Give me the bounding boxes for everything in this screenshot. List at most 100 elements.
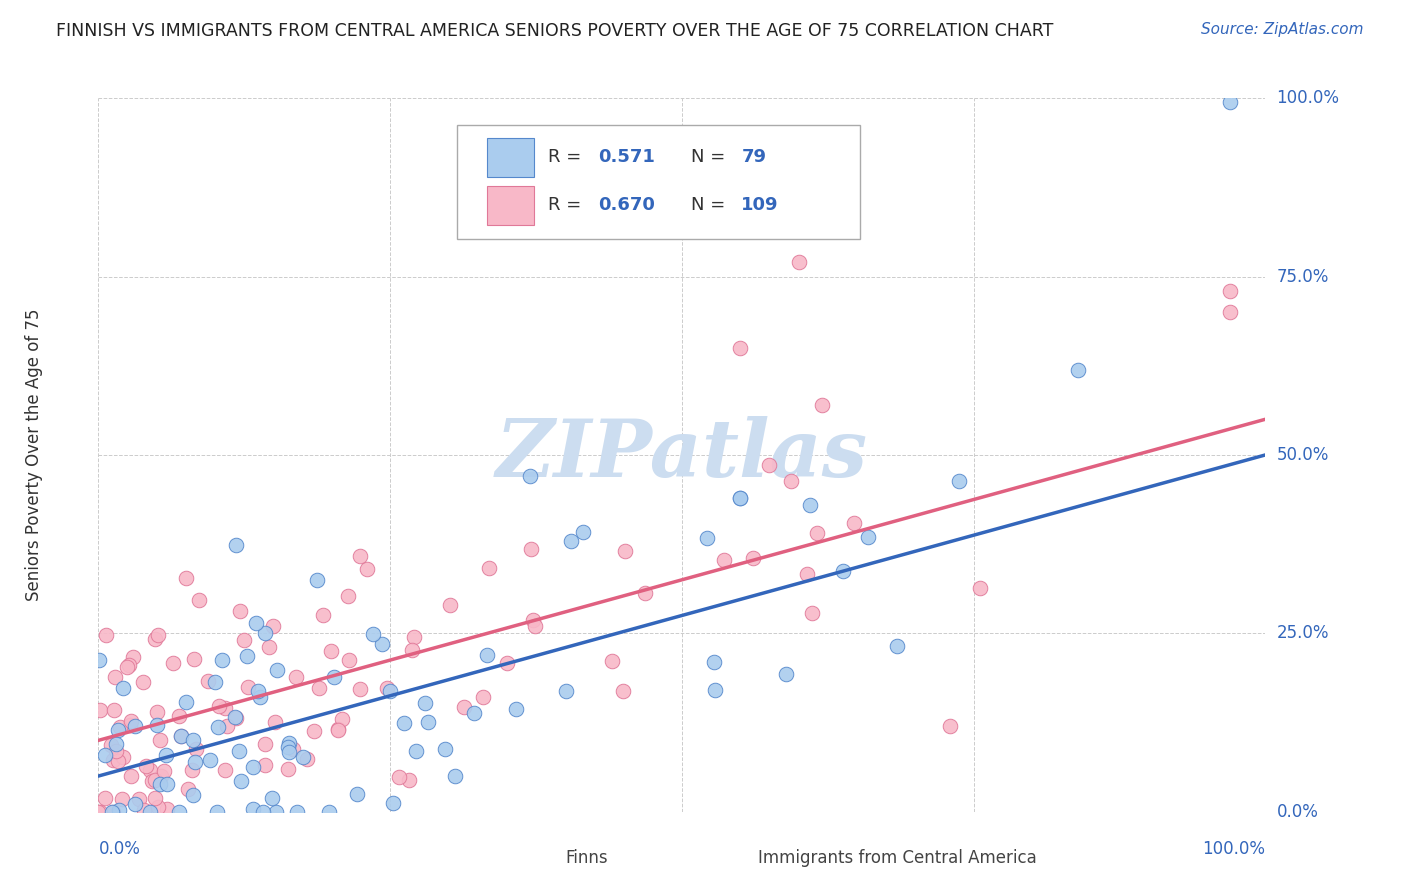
Point: [242, 759, 264, 773]
Point: [177, 781, 200, 796]
Point: [284, 670, 307, 684]
Point: [128, 792, 150, 806]
Point: [184, 756, 207, 770]
Point: [312, 608, 335, 623]
Point: [787, 255, 810, 269]
Text: 100.0%: 100.0%: [1202, 840, 1265, 858]
Point: [146, 628, 169, 642]
Text: N =: N =: [692, 148, 731, 166]
Point: [105, 744, 128, 758]
Point: [478, 561, 501, 575]
Point: [260, 791, 283, 805]
Point: [382, 796, 405, 810]
Point: [886, 640, 908, 654]
Text: 0.670: 0.670: [598, 196, 655, 214]
Point: [167, 805, 190, 819]
Point: [162, 656, 184, 670]
Point: [318, 805, 340, 819]
Point: [443, 768, 465, 782]
Point: [252, 805, 274, 819]
Text: 75.0%: 75.0%: [1277, 268, 1329, 285]
Text: 100.0%: 100.0%: [1277, 89, 1340, 107]
FancyBboxPatch shape: [486, 137, 534, 177]
Point: [560, 534, 582, 549]
Text: 0.571: 0.571: [598, 148, 655, 166]
Point: [266, 805, 288, 819]
Point: [124, 797, 146, 811]
Point: [149, 733, 172, 747]
Point: [132, 675, 155, 690]
Point: [232, 632, 254, 647]
Point: [394, 716, 416, 731]
Point: [1219, 305, 1241, 319]
Point: [939, 719, 962, 733]
Point: [118, 657, 141, 672]
FancyBboxPatch shape: [717, 850, 733, 866]
Point: [262, 619, 284, 633]
Point: [135, 759, 157, 773]
Point: [323, 670, 346, 684]
Point: [730, 491, 752, 505]
Point: [349, 682, 371, 697]
Point: [242, 802, 264, 816]
Point: [249, 690, 271, 705]
Text: N =: N =: [692, 196, 731, 214]
Point: [145, 632, 167, 646]
Point: [475, 648, 498, 662]
Point: [141, 773, 163, 788]
Point: [434, 742, 457, 756]
Point: [118, 718, 141, 732]
Text: Finns: Finns: [565, 849, 607, 867]
Point: [278, 745, 301, 759]
Text: R =: R =: [548, 196, 586, 214]
Point: [811, 398, 834, 412]
Point: [326, 722, 349, 736]
Point: [523, 618, 546, 632]
Point: [266, 663, 288, 677]
Point: [181, 788, 204, 802]
Point: [197, 673, 219, 688]
Point: [124, 719, 146, 733]
Point: [780, 474, 803, 488]
Point: [217, 719, 239, 733]
Point: [112, 681, 135, 696]
Point: [117, 660, 139, 674]
Point: [291, 749, 314, 764]
Point: [969, 581, 991, 595]
Point: [181, 733, 204, 747]
Text: 0.0%: 0.0%: [1277, 803, 1319, 821]
Point: [170, 729, 193, 743]
Point: [704, 683, 727, 698]
Text: Source: ZipAtlas.com: Source: ZipAtlas.com: [1201, 22, 1364, 37]
Point: [380, 684, 402, 698]
Point: [155, 802, 177, 816]
Point: [180, 763, 202, 777]
Point: [401, 642, 423, 657]
Point: [413, 696, 436, 710]
Point: [228, 744, 250, 758]
Point: [330, 712, 353, 726]
Point: [170, 729, 193, 743]
Point: [107, 723, 129, 738]
Point: [796, 566, 818, 581]
Point: [806, 526, 828, 541]
Point: [204, 675, 226, 690]
Point: [277, 735, 299, 749]
Point: [612, 684, 634, 698]
Text: 0.0%: 0.0%: [98, 840, 141, 858]
Point: [349, 549, 371, 564]
Point: [111, 792, 134, 806]
Point: [337, 653, 360, 667]
Point: [363, 627, 385, 641]
Point: [103, 753, 125, 767]
Point: [94, 747, 117, 762]
Point: [703, 655, 725, 669]
Text: Immigrants from Central America: Immigrants from Central America: [758, 849, 1036, 867]
Point: [375, 681, 398, 695]
Point: [225, 711, 247, 725]
Text: 79: 79: [741, 148, 766, 166]
Point: [89, 805, 111, 819]
Point: [505, 702, 527, 716]
Point: [211, 653, 233, 667]
Point: [149, 777, 172, 791]
